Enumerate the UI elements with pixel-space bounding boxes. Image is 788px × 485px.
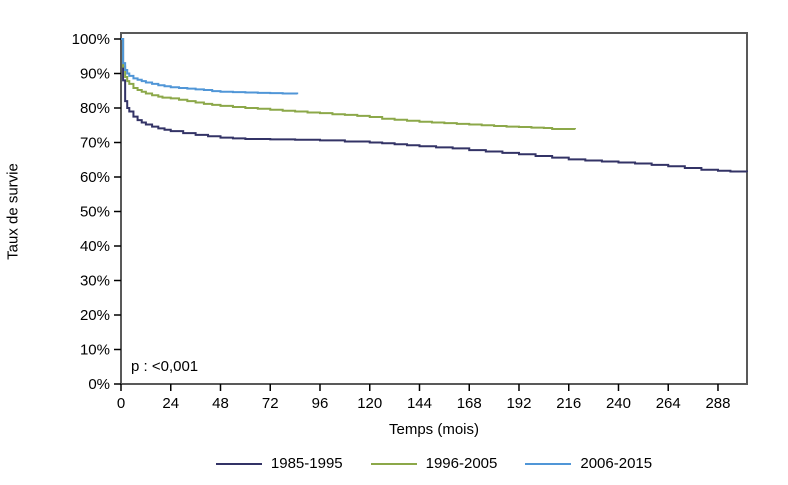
x-tick-label: 24 (162, 395, 179, 412)
y-tick-label: 20% (80, 307, 110, 324)
p-value-annotation: p : <0,001 (131, 358, 199, 375)
y-tick-label: 100% (72, 31, 110, 48)
legend-item-1985-1995: 1985-1995 (215, 455, 343, 472)
survival-curve-2006-2015 (121, 38, 299, 95)
legend-swatch-1985-1995 (215, 462, 262, 465)
legend-swatch-2006-2015 (525, 462, 572, 465)
y-tick-label: 70% (80, 135, 110, 152)
survival-curve-1996-2005 (121, 38, 576, 131)
y-axis-title: Taux de survie (4, 163, 22, 260)
chart-legend: 1985-1995 1996-2005 2006-2015 (121, 455, 747, 472)
legend-label-1985-1995: 1985-1995 (270, 455, 343, 472)
x-tick-label: 96 (312, 395, 329, 412)
x-tick-label: 216 (556, 395, 581, 412)
x-tick-label: 48 (212, 395, 229, 412)
x-tick-label: 0 (117, 395, 125, 412)
x-tick-label: 120 (357, 395, 382, 412)
legend-label-1996-2005: 1996-2005 (425, 455, 498, 472)
y-tick-label: 0% (88, 376, 110, 393)
x-tick-label: 288 (705, 395, 730, 412)
plot-frame (120, 32, 748, 385)
x-tick-label: 168 (457, 395, 482, 412)
y-tick-label: 40% (80, 238, 110, 255)
x-tick-label: 264 (656, 395, 681, 412)
y-tick-label: 80% (80, 100, 110, 117)
x-tick-label: 240 (606, 395, 631, 412)
y-tick-label: 60% (80, 169, 110, 186)
legend-swatch-1996-2005 (370, 462, 417, 465)
survival-curve-1985-1995 (121, 38, 748, 173)
y-tick-label: 90% (80, 66, 110, 83)
y-tick-label: 30% (80, 273, 110, 290)
x-axis-title: Temps (mois) (388, 421, 479, 438)
x-tick-label: 72 (262, 395, 279, 412)
legend-label-2006-2015: 2006-2015 (580, 455, 653, 472)
legend-item-2006-2015: 2006-2015 (525, 455, 652, 472)
y-tick-label: 50% (80, 204, 110, 221)
x-tick-label: 144 (407, 395, 432, 412)
legend-item-1996-2005: 1996-2005 (370, 455, 498, 472)
x-tick-label: 192 (506, 395, 531, 412)
y-tick-label: 10% (80, 342, 110, 359)
